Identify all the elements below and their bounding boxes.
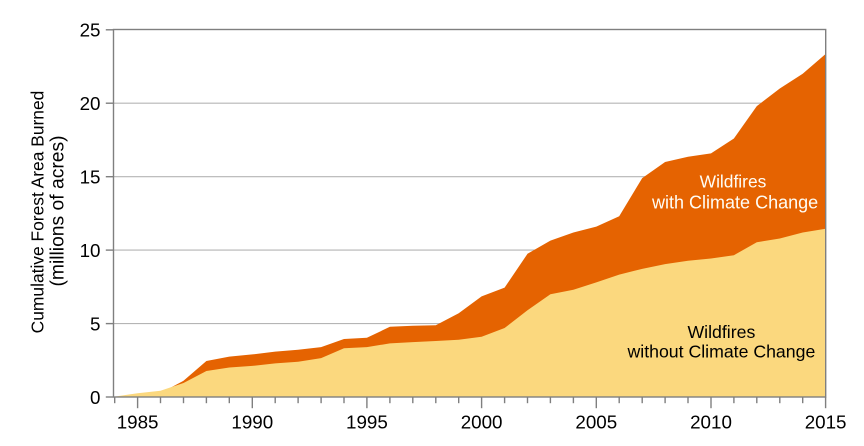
svg-text:25: 25 xyxy=(80,20,101,41)
svg-text:15: 15 xyxy=(80,167,101,188)
svg-text:2000: 2000 xyxy=(461,412,503,433)
svg-text:Wildfires: Wildfires xyxy=(687,322,755,342)
svg-text:2015: 2015 xyxy=(805,412,847,433)
svg-text:1990: 1990 xyxy=(231,412,273,433)
svg-text:1985: 1985 xyxy=(117,412,159,433)
svg-text:Wildfires: Wildfires xyxy=(700,171,767,191)
svg-text:with Climate Change: with Climate Change xyxy=(651,193,818,213)
svg-text:5: 5 xyxy=(90,313,100,334)
svg-text:10: 10 xyxy=(80,240,101,261)
svg-text:without Climate Change: without Climate Change xyxy=(627,342,816,362)
svg-text:1995: 1995 xyxy=(346,412,388,433)
svg-text:2010: 2010 xyxy=(690,412,732,433)
svg-text:(millions of acres): (millions of acres) xyxy=(48,135,69,286)
svg-text:2005: 2005 xyxy=(575,412,617,433)
svg-text:0: 0 xyxy=(90,387,100,408)
svg-text:20: 20 xyxy=(80,93,101,114)
svg-text:Cumulative Forest Area Burned: Cumulative Forest Area Burned xyxy=(28,91,48,334)
